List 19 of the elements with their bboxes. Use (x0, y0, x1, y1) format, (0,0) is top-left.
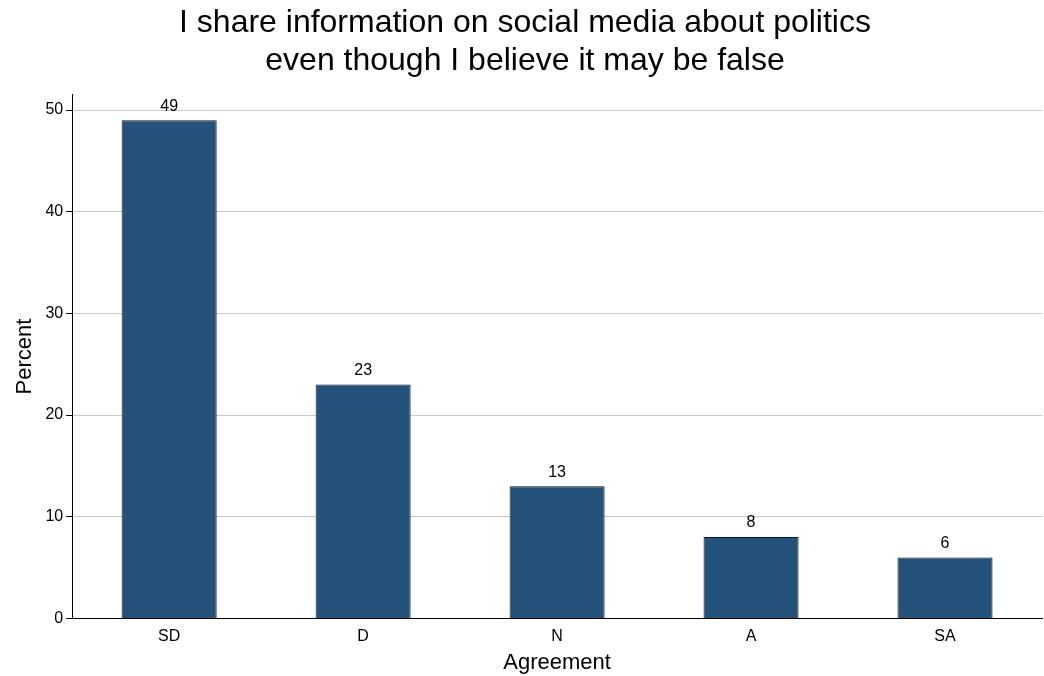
data-label: 23 (354, 360, 373, 378)
x-tick-label: SD (158, 627, 181, 645)
y-axis-title: Percent (11, 318, 37, 395)
chart-title: I share information on social media about politics even though I believe it may be false (179, 3, 871, 78)
x-tick-label: D (357, 627, 369, 645)
y-tick-label: 50 (45, 100, 64, 118)
x-tick-label: A (745, 627, 757, 645)
x-axis-title: Agreement (503, 648, 611, 674)
data-label: 13 (548, 462, 567, 480)
y-tick-label: 10 (45, 507, 64, 525)
x-tick-label: N (551, 627, 563, 645)
y-tick-label: 0 (54, 608, 64, 626)
y-tick-label: 20 (45, 405, 64, 423)
data-label: 8 (746, 513, 756, 531)
y-tick-label: 40 (45, 202, 64, 220)
x-tick-label: SA (934, 627, 957, 645)
data-label: 49 (160, 96, 179, 114)
data-label: 6 (940, 533, 950, 551)
y-tick-label: 30 (45, 303, 64, 321)
